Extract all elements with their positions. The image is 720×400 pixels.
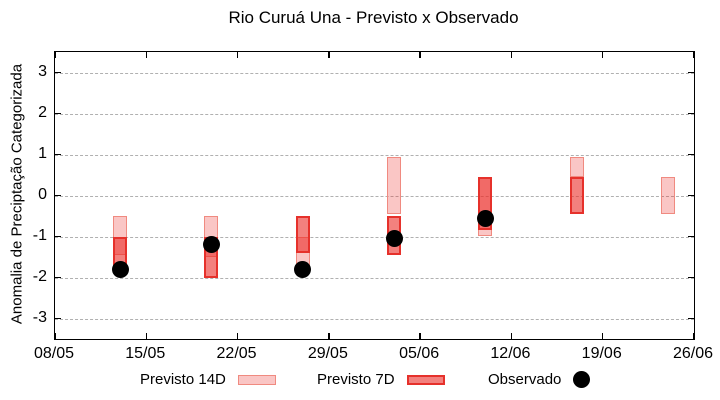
x-tick-top <box>419 52 421 58</box>
y-tick-label: 0 <box>38 185 47 203</box>
x-tick-label: 26/06 <box>672 345 714 362</box>
previsto-7d-swatch-icon <box>406 374 445 385</box>
previsto-14d-bar <box>569 156 584 178</box>
x-tick-bottom <box>693 333 695 339</box>
x-tick-top <box>601 52 604 58</box>
previsto-14d-swatch-icon <box>237 374 276 385</box>
observado-dot-icon <box>573 371 591 388</box>
y-tick-left <box>55 71 61 74</box>
legend-item-previsto-7d: Previsto 7D <box>317 371 445 388</box>
previsto-7d-bar <box>295 216 310 253</box>
x-tick-label: 05/06 <box>399 345 440 362</box>
y-tick-right <box>688 153 694 156</box>
x-tick-bottom <box>510 333 513 339</box>
x-tick-top <box>693 52 695 58</box>
y-tick-right <box>688 276 694 279</box>
y-tick-right <box>688 235 694 238</box>
y-tick-right <box>688 317 694 320</box>
observed-dot <box>294 260 312 278</box>
previsto-7d-bar <box>569 177 584 214</box>
x-tick-label: 22/05 <box>216 345 257 362</box>
observed-dot <box>385 230 403 248</box>
x-tick-top <box>510 52 513 58</box>
gridline <box>55 154 694 156</box>
gridline <box>55 195 694 197</box>
x-tick-label: 12/06 <box>490 345 531 362</box>
legend-label-previsto-14d: Previsto 14D <box>140 371 226 388</box>
observed-dot <box>111 260 129 278</box>
gridline <box>55 318 694 320</box>
legend-label-previsto-7d: Previsto 7D <box>317 371 395 388</box>
x-tick-bottom <box>145 333 148 339</box>
y-tick-label: 1 <box>38 144 47 162</box>
x-tick-label: 19/06 <box>581 345 622 362</box>
gridline <box>55 113 694 115</box>
x-tick-top <box>236 52 239 58</box>
x-tick-label: 29/05 <box>307 345 348 362</box>
plot-area <box>54 51 695 340</box>
previsto-14d-bar <box>660 177 675 214</box>
gridline <box>55 236 694 238</box>
gridline <box>55 72 694 74</box>
y-tick-label: -3 <box>32 308 47 326</box>
y-tick-left <box>55 194 61 197</box>
x-tick-label: 08/05 <box>33 345 75 362</box>
x-tick-bottom <box>54 333 56 339</box>
previsto-14d-bar <box>387 156 402 214</box>
y-tick-label: -1 <box>32 226 47 244</box>
observed-dot <box>202 236 220 254</box>
x-tick-bottom <box>236 333 239 339</box>
y-tick-label: -2 <box>32 267 47 285</box>
y-tick-label: 3 <box>38 62 47 80</box>
legend-item-observado: Observado <box>488 371 591 388</box>
x-tick-label: 15/05 <box>125 345 166 362</box>
x-tick-top <box>145 52 148 58</box>
y-tick-right <box>688 71 694 74</box>
y-tick-right <box>688 194 694 197</box>
legend-item-previsto-14d: Previsto 14D <box>140 371 276 388</box>
chart-title: Rio Curuá Una - Previsto x Observado <box>228 8 519 27</box>
y-tick-right <box>688 112 694 115</box>
observed-dot <box>476 209 494 227</box>
x-tick-bottom <box>419 333 421 339</box>
x-tick-bottom <box>601 333 604 339</box>
gridline <box>55 277 694 279</box>
legend-label-observado: Observado <box>488 371 562 388</box>
y-tick-left <box>55 153 61 156</box>
y-tick-left <box>55 235 61 238</box>
y-tick-left <box>55 276 61 279</box>
x-tick-top <box>328 52 330 58</box>
y-tick-label: 2 <box>38 103 47 121</box>
y-tick-left <box>55 112 61 115</box>
x-tick-top <box>54 52 56 58</box>
x-tick-bottom <box>328 333 330 339</box>
y-tick-left <box>55 317 61 320</box>
